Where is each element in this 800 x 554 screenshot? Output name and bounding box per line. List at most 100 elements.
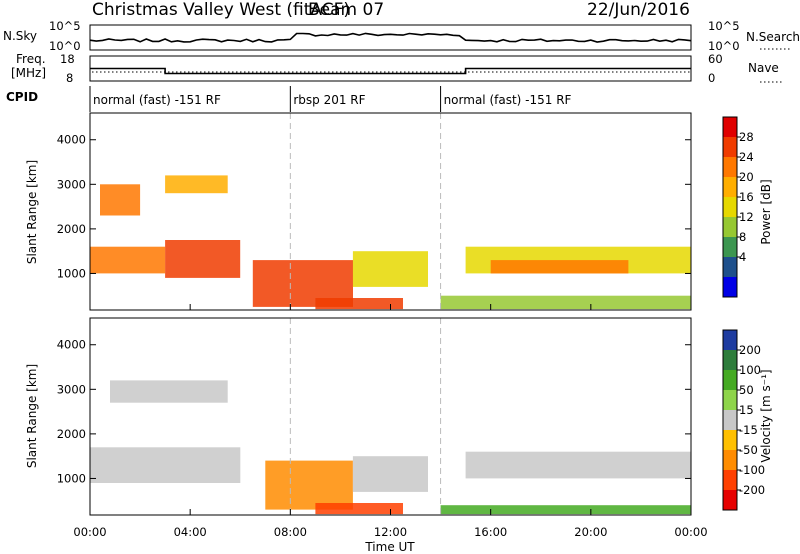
chart-title: Christmas Valley West (fitACF) (92, 0, 350, 20)
colorbar-segment (723, 410, 737, 431)
colorbar-tick-label: -15 (739, 423, 758, 437)
noise-left-tick-bottom: 10^0 (49, 39, 81, 53)
power-data (90, 113, 691, 310)
freq-label-2: [MHz] (11, 66, 46, 80)
y-tick-label: 1000 (57, 471, 86, 485)
x-tick-label: 16:00 (474, 525, 507, 539)
data-region (315, 503, 403, 515)
colorbar-tick-label: -200 (739, 483, 765, 497)
colorbar-tick-label: 12 (739, 210, 754, 224)
data-region (315, 298, 403, 310)
freq-left-tick-bottom: 8 (66, 71, 73, 85)
colorbar-segment (723, 117, 737, 138)
data-region (110, 380, 228, 403)
data-region (100, 184, 141, 216)
noise-search-label: N.Search (746, 30, 800, 44)
velocity-colorbar: 200 100 50 15 -15 -50 -100 -200 (722, 329, 765, 511)
cpid-label: CPID (6, 90, 38, 104)
colorbar-segment (723, 370, 737, 391)
colorbar-tick-label: 24 (739, 150, 754, 164)
cpid-segment-label: rbsp 201 RF (293, 93, 365, 107)
colorbar-segment (723, 470, 737, 491)
colorbar-segment (723, 197, 737, 218)
y-tick-label: 3000 (57, 382, 86, 396)
date-label: 22/Jun/2016 (587, 0, 690, 20)
colorbar-segment (723, 450, 737, 471)
x-tick-label: 00:00 (73, 525, 106, 539)
power-axes: 1000 2000 3000 4000 (57, 133, 692, 310)
noise-sky-line (89, 32, 692, 43)
data-region (352, 251, 428, 287)
y-tick-label: 1000 (57, 266, 86, 280)
freq-label-1: Freq. (16, 52, 46, 66)
freq-right-tick-bottom: 0 (708, 71, 715, 85)
colorbar-segment (723, 330, 737, 351)
colorbar-tick-label: 50 (739, 383, 754, 397)
colorbar-segment (723, 217, 737, 238)
colorbar-segment (723, 237, 737, 258)
colorbar-tick-label: 200 (739, 343, 761, 357)
colorbar-tick-label: 16 (739, 190, 754, 204)
colorbar-segment (723, 257, 737, 278)
y-tick-label: 2000 (57, 222, 86, 236)
noise-sky-label: N.Sky (3, 29, 37, 43)
x-axis-label: Time UT (364, 540, 415, 554)
data-region (90, 447, 241, 483)
colorbar-segment (723, 430, 737, 451)
data-region (490, 260, 629, 274)
x-tick-labels: 00:00 04:00 08:00 12:00 16:00 20:00 00:00 (73, 525, 707, 539)
colorbar-tick-label: 15 (739, 403, 754, 417)
data-region (165, 240, 241, 278)
y-tick-label: 4000 (57, 133, 86, 147)
colorbar-tick-label: -50 (739, 443, 758, 457)
freq-left-tick-top: 18 (60, 52, 75, 66)
colorbar-segment (723, 177, 737, 198)
colorbar-segment (723, 277, 737, 298)
data-region (90, 246, 166, 274)
power-ylabel: Slant Range [km] (25, 160, 39, 264)
velocity-data (90, 318, 691, 515)
y-tick-label: 3000 (57, 177, 86, 191)
noise-left-tick-top: 10^5 (49, 19, 81, 33)
x-tick-label: 04:00 (174, 525, 207, 539)
data-region (165, 175, 228, 194)
cpid-row: normal (fast) -151 RF rbsp 201 RF normal (… (89, 86, 572, 112)
power-colorbar: 28 24 20 16 12 8 4 (722, 116, 754, 298)
data-region (352, 456, 428, 492)
colorbar-segment (723, 350, 737, 371)
nave-label: Nave (748, 61, 779, 75)
noise-panel-frame (89, 24, 692, 51)
colorbar-segment (723, 137, 737, 158)
velocity-bar-label: Velocity [m s⁻¹] (759, 369, 773, 462)
cpid-segment-label: normal (fast) -151 RF (444, 93, 572, 107)
colorbar-tick-label: 4 (739, 250, 746, 264)
data-region (465, 451, 691, 479)
freq-line (90, 67, 691, 75)
data-region (440, 295, 691, 310)
colorbar-frame (722, 116, 738, 298)
colorbar-tick-label: 20 (739, 170, 754, 184)
beam-label: Beam 07 (308, 0, 384, 20)
velocity-axes: 1000 2000 3000 4000 (57, 338, 692, 515)
noise-right-tick-bottom: 10^0 (708, 39, 740, 53)
power-bar-label: Power [dB] (759, 179, 773, 244)
x-tick-label: 20:00 (574, 525, 607, 539)
colorbar-tick-label: 100 (739, 363, 761, 377)
x-tick-label: 00:00 (674, 525, 707, 539)
data-region (265, 460, 353, 510)
freq-right-tick-top: 60 (708, 52, 723, 66)
x-tick-label: 08:00 (274, 525, 307, 539)
velocity-ylabel: Slant Range [km] (25, 364, 39, 468)
colorbar-tick-label: 8 (739, 230, 746, 244)
colorbar-frame (722, 329, 738, 511)
y-tick-label: 2000 (57, 427, 86, 441)
x-tick-label: 12:00 (374, 525, 407, 539)
data-region (440, 505, 691, 515)
colorbar-segment (723, 390, 737, 411)
y-tick-label: 4000 (57, 338, 86, 352)
colorbar-tick-label: -100 (739, 463, 765, 477)
noise-right-tick-top: 10^5 (708, 19, 740, 33)
cpid-segment-label: normal (fast) -151 RF (93, 93, 221, 107)
colorbar-segment (723, 490, 737, 511)
